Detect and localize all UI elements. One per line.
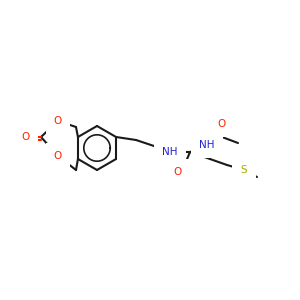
Text: O: O [218,119,226,129]
Text: O: O [54,116,62,126]
Text: NH: NH [162,147,178,157]
Text: O: O [54,151,62,161]
Text: NH: NH [199,140,215,150]
Text: S: S [241,165,247,175]
Text: O: O [174,167,182,177]
Text: O: O [22,132,30,142]
